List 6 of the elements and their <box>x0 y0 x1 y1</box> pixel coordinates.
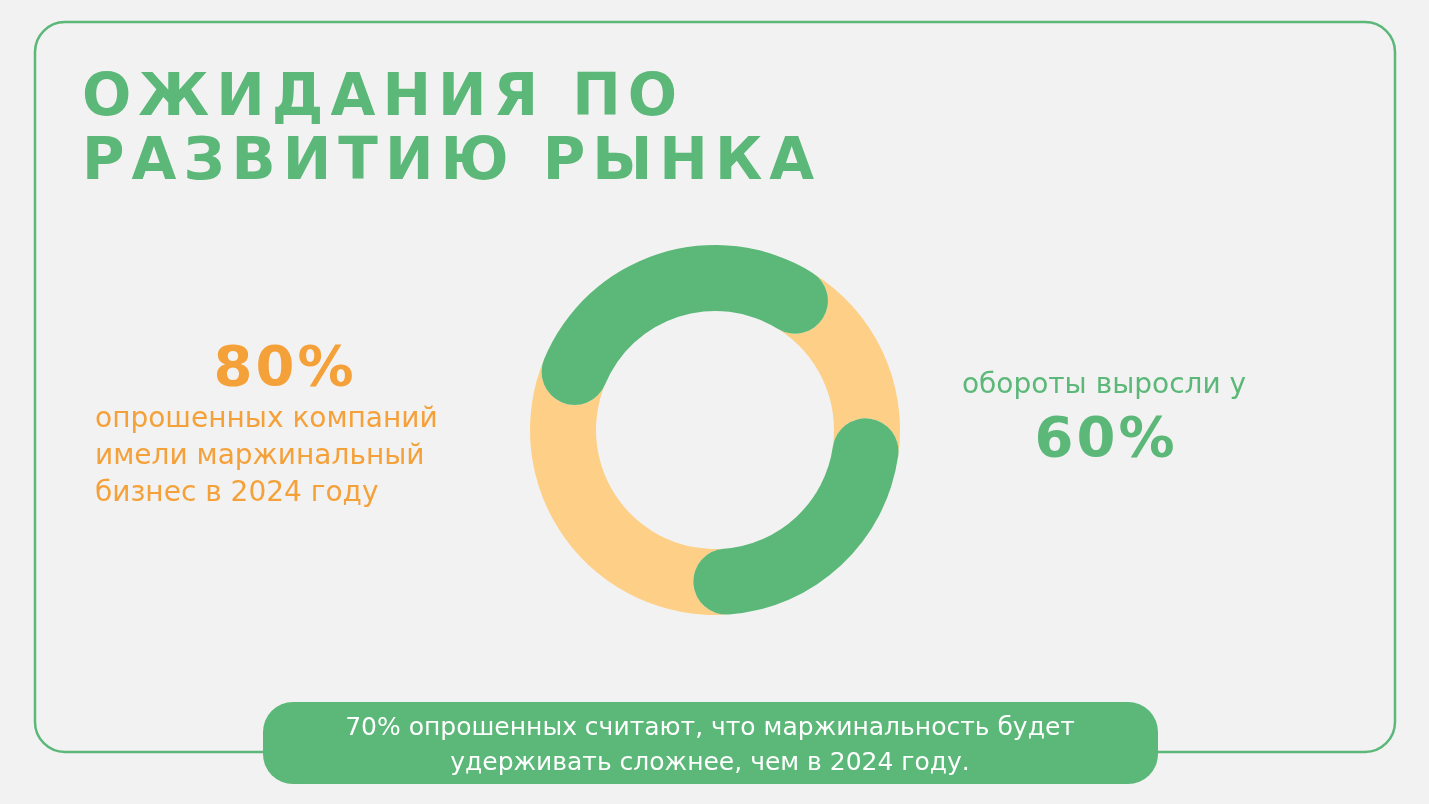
text: 80% <box>213 333 357 398</box>
text: 70% опрошенных считают, что маржинальность будет удерживать сложнее, чем в 2024 году. <box>345 712 1075 776</box>
text: 60% <box>1034 404 1178 469</box>
text: опрошенных компаний имели маржинальный бизнес в 2024 году <box>95 401 438 508</box>
text: обороты выросли у <box>961 367 1247 400</box>
chart-title: ОЖИДАНИЯ ПО РАЗВИТИЮ РЫНКА <box>82 61 822 193</box>
